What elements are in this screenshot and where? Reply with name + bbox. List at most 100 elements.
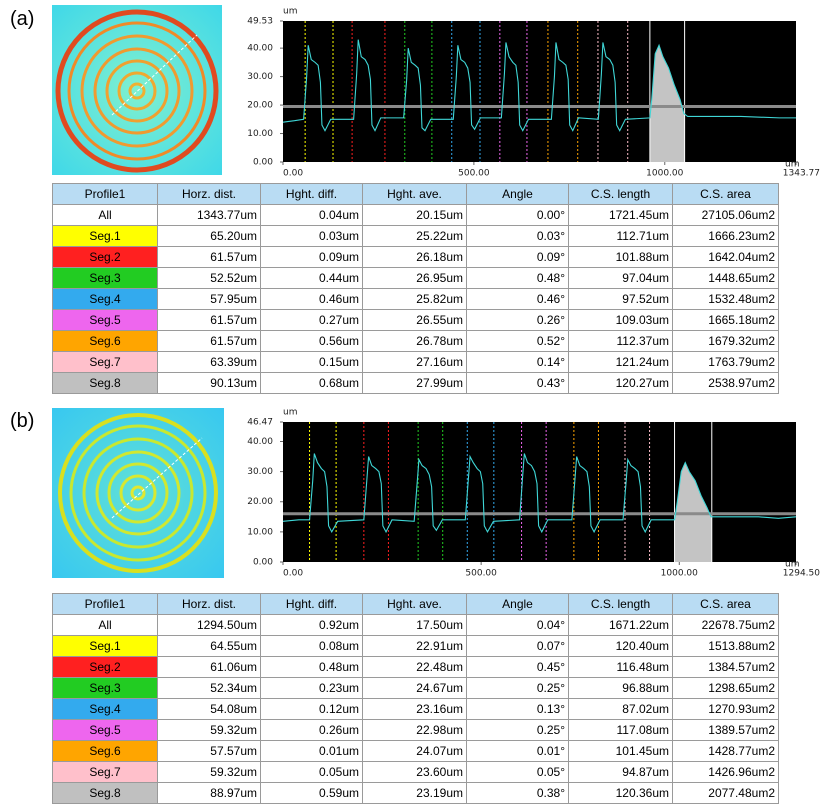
y-tick-label: 10.00 xyxy=(247,129,273,139)
x-tick-label: 500.00 xyxy=(465,569,497,579)
table-cell: 117.08um xyxy=(569,720,673,741)
figure: {"panel_labels": ["(a)", "(b)"], "chart_… xyxy=(0,0,822,800)
table-cell: 57.95um xyxy=(158,289,261,310)
y-tick-label: 30.00 xyxy=(247,72,273,82)
table-cell: 63.39um xyxy=(158,352,261,373)
table-cell: 1665.18um2 xyxy=(673,310,779,331)
table-cell: 121.24um xyxy=(569,352,673,373)
table-cell: 0.48um xyxy=(261,657,363,678)
table-cell: Seg.2 xyxy=(53,657,158,678)
y-axis-unit: um xyxy=(283,408,297,418)
table-cell: 87.02um xyxy=(569,699,673,720)
table-cell: 1666.23um2 xyxy=(673,226,779,247)
table-cell: 0.52° xyxy=(467,331,569,352)
y-tick-label: 40.00 xyxy=(247,44,273,54)
table-cell: 17.50um xyxy=(363,615,467,636)
table-cell: 1298.65um2 xyxy=(673,678,779,699)
table-cell: 20.15um xyxy=(363,205,467,226)
table-cell: 0.01um xyxy=(261,741,363,762)
table-cell: 1642.04um2 xyxy=(673,247,779,268)
table-cell: 22678.75um2 xyxy=(673,615,779,636)
table-cell: 59.32um xyxy=(158,762,261,783)
table-cell: 1721.45um xyxy=(569,205,673,226)
table-cell: 61.57um xyxy=(158,247,261,268)
x-axis-unit: um xyxy=(785,160,799,170)
table-cell: Seg.6 xyxy=(53,741,158,762)
table-cell: Seg.8 xyxy=(53,373,158,394)
table-cell: Horz. dist. xyxy=(158,594,261,615)
table-cell: 22.48um xyxy=(363,657,467,678)
table-cell: C.S. length xyxy=(569,594,673,615)
table-cell: 0.09° xyxy=(467,247,569,268)
table-row: Seg.165.20um0.03um25.22um0.03°112.71um16… xyxy=(53,226,779,247)
table-cell: 0.12um xyxy=(261,699,363,720)
table-cell: C.S. length xyxy=(569,184,673,205)
table-cell: 25.82um xyxy=(363,289,467,310)
table-cell: 27.99um xyxy=(363,373,467,394)
table-cell: 0.23um xyxy=(261,678,363,699)
table-cell: 0.04um xyxy=(261,205,363,226)
table-cell: 0.03° xyxy=(467,226,569,247)
table-cell: Hght. ave. xyxy=(363,184,467,205)
y-tick-label: 20.00 xyxy=(247,497,273,507)
table-cell: 23.60um xyxy=(363,762,467,783)
table-cell: 26.78um xyxy=(363,331,467,352)
table-cell: 1428.77um2 xyxy=(673,741,779,762)
table-cell: 112.37um xyxy=(569,331,673,352)
table-cell: 61.57um xyxy=(158,310,261,331)
table-cell: 0.05° xyxy=(467,762,569,783)
table-cell: Seg.5 xyxy=(53,720,158,741)
table-cell: Seg.7 xyxy=(53,762,158,783)
table-cell: Horz. dist. xyxy=(158,184,261,205)
table-cell: Seg.5 xyxy=(53,310,158,331)
table-cell: 57.57um xyxy=(158,741,261,762)
table-cell: 24.67um xyxy=(363,678,467,699)
header-row: Profile1Horz. dist.Hght. diff.Hght. ave.… xyxy=(53,184,779,205)
table-cell: 2077.48um2 xyxy=(673,783,779,804)
table-cell: 22.91um xyxy=(363,636,467,657)
table-row: Seg.261.06um0.48um22.48um0.45°116.48um13… xyxy=(53,657,779,678)
table-row: Seg.352.34um0.23um24.67um0.25°96.88um129… xyxy=(53,678,779,699)
table-cell: 0.59um xyxy=(261,783,363,804)
table-cell: 1343.77um xyxy=(158,205,261,226)
x-tick-label: 0.00 xyxy=(283,569,303,579)
table-cell: Angle xyxy=(467,184,569,205)
table-cell: 0.46° xyxy=(467,289,569,310)
table-cell: 0.56um xyxy=(261,331,363,352)
x-tick-label: 0.00 xyxy=(283,169,303,179)
table-cell: 1294.50um xyxy=(158,615,261,636)
table-cell: Profile1 xyxy=(53,594,158,615)
x-tick-label: 1343.77 xyxy=(783,169,820,179)
table-cell: Angle xyxy=(467,594,569,615)
table-cell: Seg.7 xyxy=(53,352,158,373)
y-tick-label: 40.00 xyxy=(247,437,273,447)
table-row: Seg.559.32um0.26um22.98um0.25°117.08um13… xyxy=(53,720,779,741)
table-cell: 61.06um xyxy=(158,657,261,678)
table-cell: 0.08um xyxy=(261,636,363,657)
table-cell: 0.48° xyxy=(467,268,569,289)
data-table: Profile1Horz. dist.Hght. diff.Hght. ave.… xyxy=(52,183,779,394)
table-cell: 0.38° xyxy=(467,783,569,804)
table-cell: 0.43° xyxy=(467,373,569,394)
x-axis-unit: um xyxy=(785,560,799,570)
table-cell: 97.04um xyxy=(569,268,673,289)
table-cell: Seg.3 xyxy=(53,268,158,289)
x-tick-label: 1000.00 xyxy=(661,569,698,579)
table-cell: 0.25° xyxy=(467,720,569,741)
table-cell: 26.95um xyxy=(363,268,467,289)
table-cell: 0.13° xyxy=(467,699,569,720)
table-cell: 1679.32um2 xyxy=(673,331,779,352)
table-cell: 109.03um xyxy=(569,310,673,331)
table-cell: 112.71um xyxy=(569,226,673,247)
table-cell: 23.19um xyxy=(363,783,467,804)
table-cell: 0.05um xyxy=(261,762,363,783)
table-cell: Hght. diff. xyxy=(261,184,363,205)
table-cell: 0.44um xyxy=(261,268,363,289)
table-cell: 1671.22um xyxy=(569,615,673,636)
table-cell: 23.16um xyxy=(363,699,467,720)
table-cell: Seg.4 xyxy=(53,699,158,720)
data-table: Profile1Horz. dist.Hght. diff.Hght. ave.… xyxy=(52,593,779,804)
plot-area xyxy=(283,422,796,562)
